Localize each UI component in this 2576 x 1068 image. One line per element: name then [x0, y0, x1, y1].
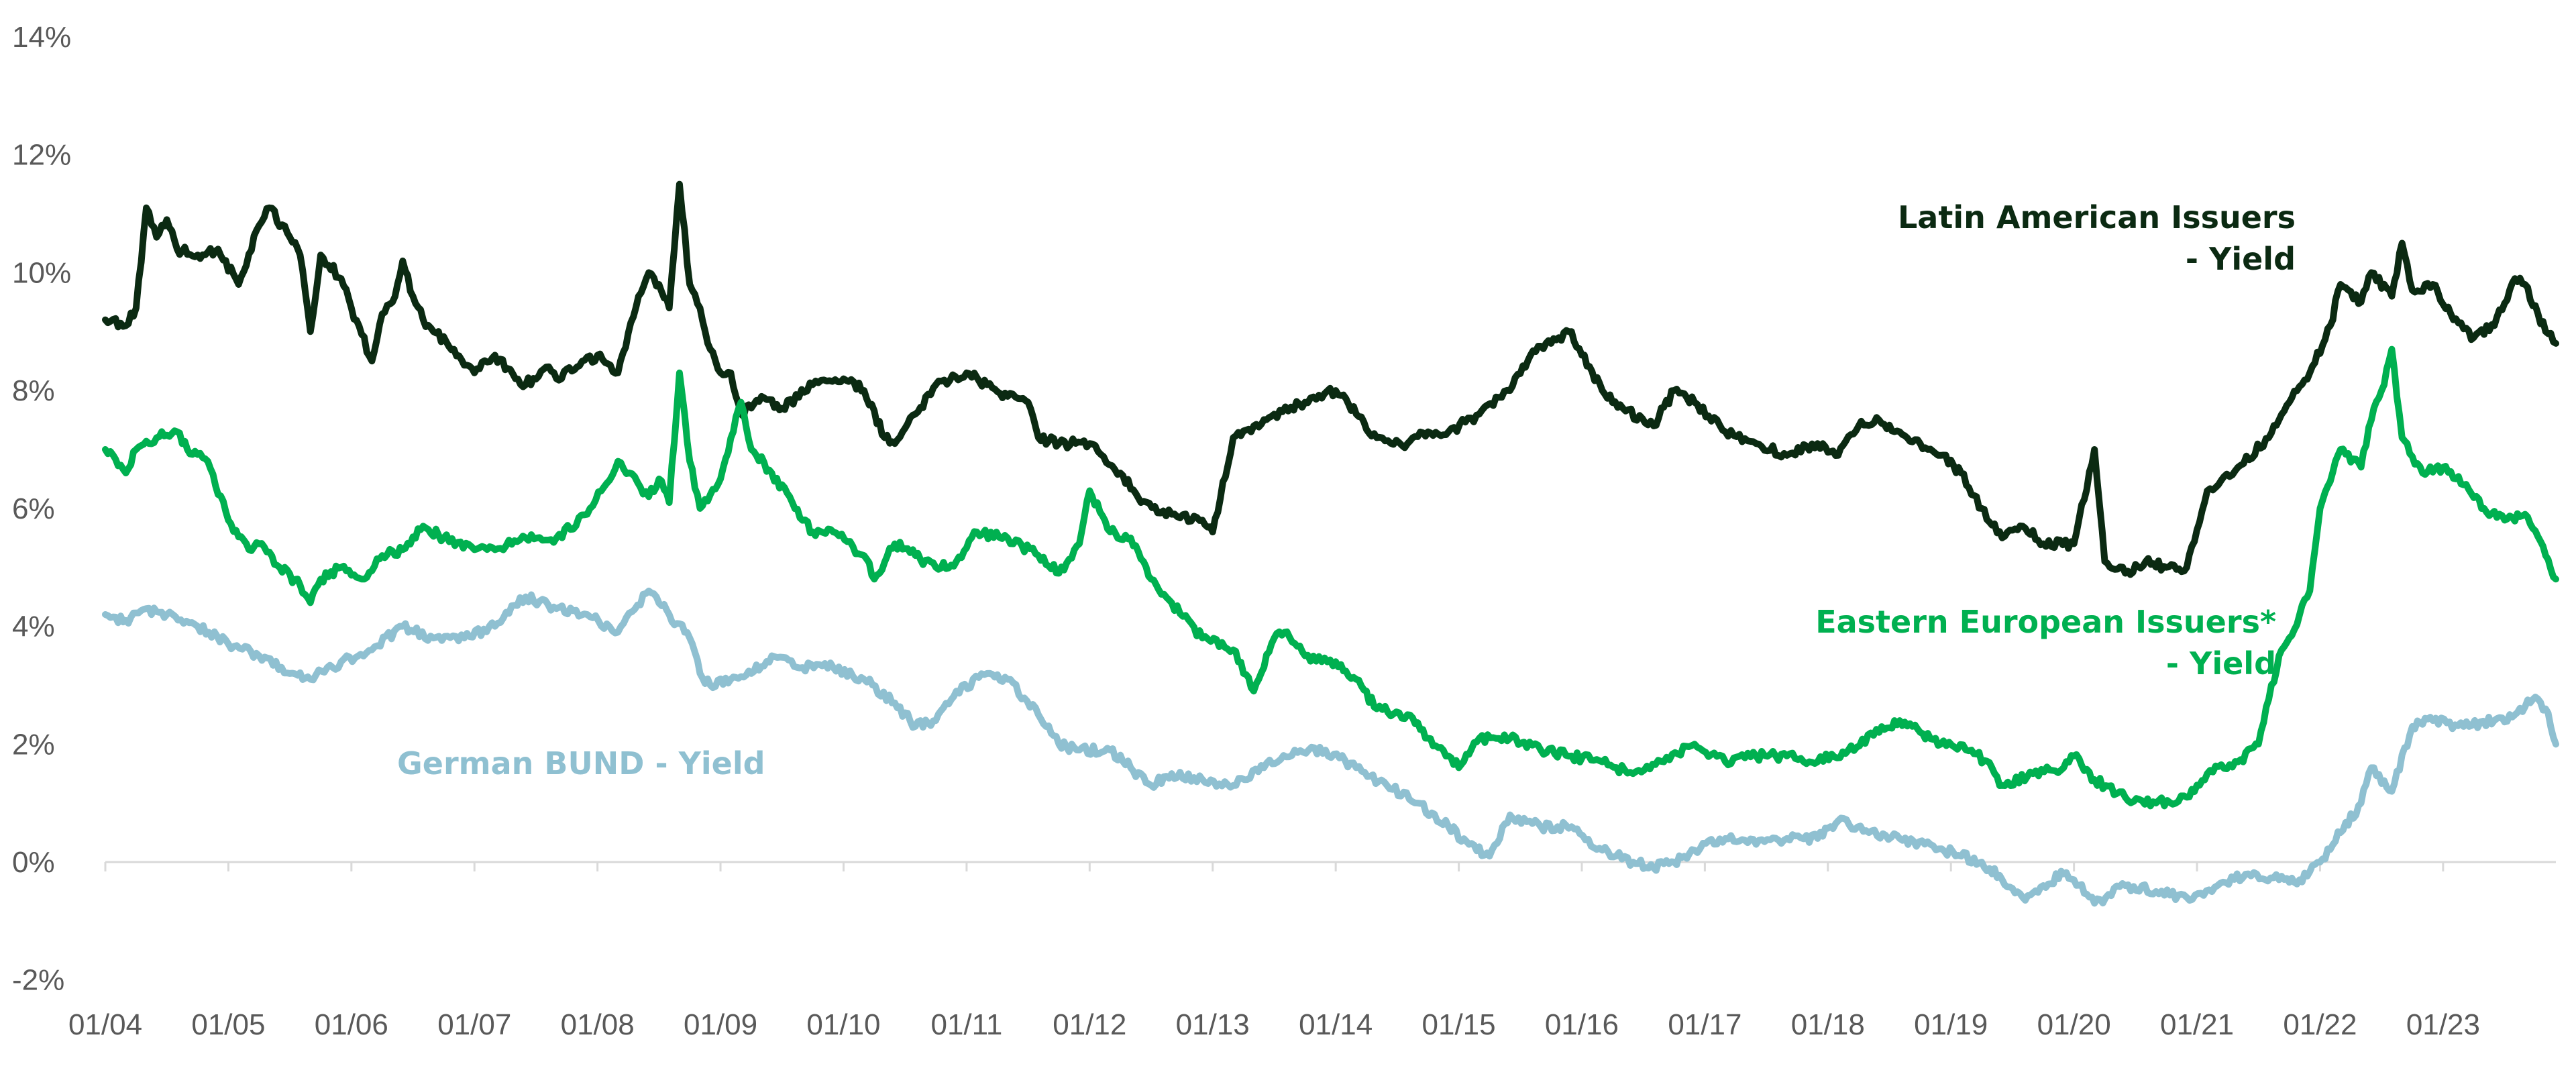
x-tick-label: 01/04 — [68, 1008, 142, 1041]
series-label-line: German BUND - Yield — [397, 745, 765, 782]
x-tick-label: 01/21 — [2160, 1008, 2234, 1041]
y-tick-label: 6% — [12, 492, 55, 525]
series-line-eastern-european-issuers-yield — [102, 345, 2559, 810]
y-tick-label: 2% — [12, 728, 55, 761]
series-line-german-bund-yield — [102, 587, 2559, 907]
x-tick-label: 01/16 — [1545, 1008, 1619, 1041]
series-label-eastern-european-issuers-yield: Eastern European Issuers* - Yield — [1815, 604, 2276, 682]
x-tick-label: 01/13 — [1176, 1008, 1250, 1041]
x-axis-tick-labels: 01/04 01/05 01/06 01/07 01/08 01/09 01/10 01/11… — [68, 1008, 2480, 1041]
x-tick-label: 01/14 — [1299, 1008, 1373, 1041]
y-tick-label: 14% — [12, 21, 71, 54]
x-tick-label: 01/22 — [2283, 1008, 2357, 1041]
y-tick-label: 12% — [12, 139, 71, 172]
x-tick-label: 01/23 — [2406, 1008, 2480, 1041]
series-lines — [102, 180, 2559, 907]
series-label-line: - Yield — [2186, 241, 2296, 277]
y-tick-label: -2% — [12, 964, 64, 997]
x-tick-label: 01/05 — [191, 1008, 265, 1041]
x-tick-label: 01/15 — [1422, 1008, 1496, 1041]
series-line-latin-american-issuers-yield — [102, 180, 2559, 578]
y-tick-label: 4% — [12, 610, 55, 643]
series-label-line: Latin American Issuers — [1898, 199, 2296, 235]
x-tick-label: 01/17 — [1668, 1008, 1741, 1041]
x-tick-label: 01/06 — [315, 1008, 388, 1041]
x-tick-label: 01/20 — [2037, 1008, 2111, 1041]
x-axis — [104, 861, 2556, 871]
x-tick-label: 01/10 — [806, 1008, 880, 1041]
series-label-german-bund-yield: German BUND - Yield — [397, 745, 765, 782]
series-label-line: Eastern European Issuers* — [1815, 604, 2276, 640]
series-label-latin-american-issuers-yield: Latin American Issuers - Yield — [1898, 199, 2296, 277]
y-tick-label: 0% — [12, 846, 55, 879]
x-tick-label: 01/09 — [684, 1008, 757, 1041]
x-tick-label: 01/07 — [437, 1008, 511, 1041]
y-tick-label: 8% — [12, 374, 55, 407]
x-tick-label: 01/12 — [1053, 1008, 1126, 1041]
x-tick-label: 01/18 — [1791, 1008, 1865, 1041]
series-label-line: - Yield — [2166, 645, 2276, 682]
x-tick-label: 01/08 — [561, 1008, 635, 1041]
x-tick-label: 01/11 — [930, 1008, 1002, 1041]
y-tick-label: 10% — [12, 256, 71, 289]
x-tick-label: 01/19 — [1914, 1008, 1988, 1041]
y-axis-tick-labels: 14% 12% 10% 8% 6% 4% 2% 0% -2% — [12, 21, 71, 997]
